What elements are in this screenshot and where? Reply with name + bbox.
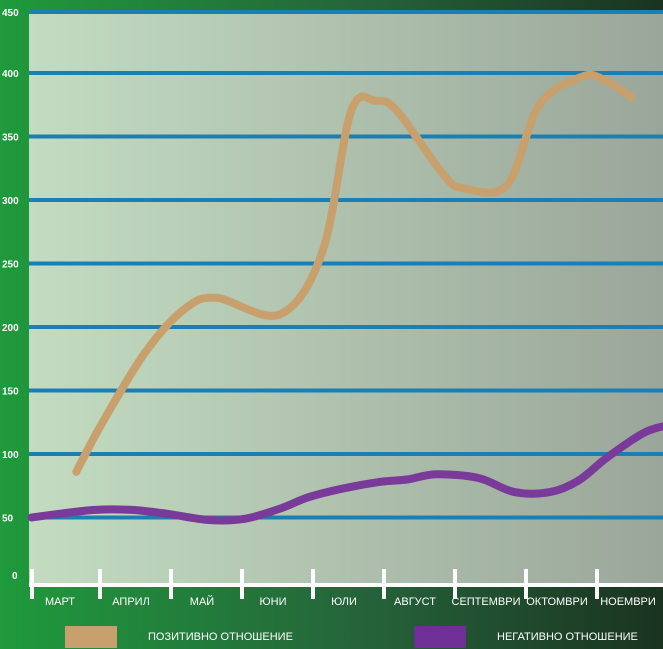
x-tick-label: НОЕМВРИ xyxy=(600,596,656,608)
x-axis-line xyxy=(29,583,663,587)
grid-layer xyxy=(29,10,663,520)
x-tick-label: ЮНИ xyxy=(260,596,287,608)
y-tick-label: 350 xyxy=(2,133,19,144)
series-layer xyxy=(27,70,663,525)
x-tick-mark xyxy=(382,569,386,599)
x-tick-mark xyxy=(595,569,599,599)
legend-item-positive: ПОЗИТИВНО ОТНОШЕНИЕ xyxy=(65,626,293,648)
x-tick-label: ОКТОМВРИ xyxy=(526,596,588,608)
y-tick-label: 250 xyxy=(2,260,19,271)
y-tick-label: 300 xyxy=(2,196,19,207)
x-tick-label: СЕПТЕМВРИ xyxy=(452,596,521,608)
legend-label-negative: НЕГАТИВНО ОТНОШЕНИЕ xyxy=(497,631,638,643)
y-tick-label: 450 xyxy=(2,8,19,19)
x-tick-mark xyxy=(98,569,102,599)
y-tick-label: 100 xyxy=(2,450,19,461)
series-line-negative xyxy=(27,422,663,525)
x-tick-label: МАРТ xyxy=(45,596,75,608)
x-tick-mark xyxy=(240,569,244,599)
y-tick-label: 150 xyxy=(2,387,19,398)
legend-swatch-positive xyxy=(65,626,117,648)
y-tick-label: 400 xyxy=(2,69,19,80)
y-axis-ticks: 0 50 100 150 200 250 300 350 400 450 xyxy=(2,8,19,582)
legend-swatch-negative xyxy=(414,626,466,648)
y-tick-label: 200 xyxy=(2,323,19,334)
y-tick-label: 50 xyxy=(2,514,14,525)
x-tick-label: АВГУСТ xyxy=(394,596,436,608)
x-tick-mark xyxy=(169,569,173,599)
x-tick-mark xyxy=(453,569,457,599)
x-tick-label: АПРИЛ xyxy=(112,596,150,608)
x-tick-mark xyxy=(311,569,315,599)
x-tick-mark xyxy=(30,569,34,599)
x-tick-label: ЮЛИ xyxy=(331,596,357,608)
plot-area xyxy=(29,13,663,586)
x-axis: МАРТ АПРИЛ МАЙ ЮНИ ЮЛИ АВГУСТ СЕПТЕМВРИ ОКТОМВР… xyxy=(29,569,663,608)
x-tick-label: МАЙ xyxy=(190,595,214,608)
series-line-positive xyxy=(72,70,636,476)
legend-label-positive: ПОЗИТИВНО ОТНОШЕНИЕ xyxy=(148,631,293,643)
x-tick-mark xyxy=(524,569,528,599)
legend-item-negative: НЕГАТИВНО ОТНОШЕНИЕ xyxy=(414,626,638,648)
y-tick-label: 0 xyxy=(12,571,18,582)
